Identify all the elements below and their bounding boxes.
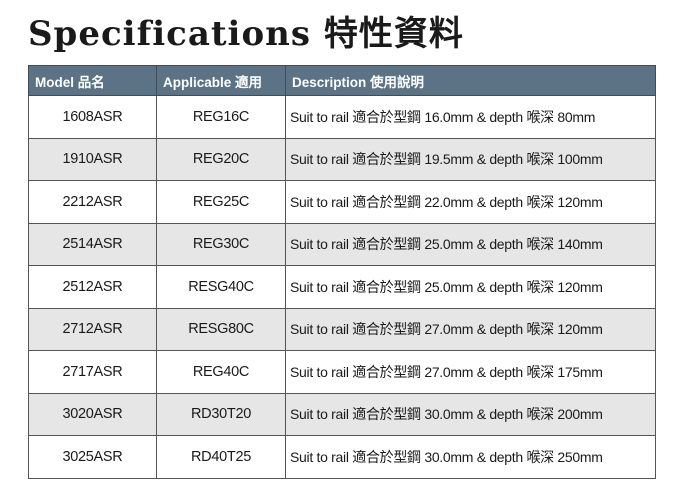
model-cell: 1910ASR bbox=[28, 137, 157, 181]
model-cell: 2212ASR bbox=[28, 180, 157, 224]
model-cell: 3020ASR bbox=[28, 392, 157, 436]
table-row: 2514ASR REG30C Suit to rail 適合於型鋼 25.0mm &… bbox=[28, 222, 656, 266]
description-cell: Suit to rail 適合於型鋼 19.5mm & depth 喉深 100… bbox=[285, 137, 656, 181]
model-cell: 2512ASR bbox=[28, 265, 157, 309]
table-row: 1910ASR REG20C Suit to rail 適合於型鋼 19.5mm &… bbox=[28, 137, 656, 181]
description-cell: Suit to rail 適合於型鋼 25.0mm & depth 喉深 120… bbox=[285, 265, 656, 309]
header-applicable: Applicable 適用 bbox=[156, 65, 286, 96]
model-cell: 2712ASR bbox=[28, 307, 157, 351]
table-row: 3020ASR RD30T20 Suit to rail 適合於型鋼 30.0mm … bbox=[28, 392, 656, 436]
description-cell: Suit to rail 適合於型鋼 25.0mm & depth 喉深 140… bbox=[285, 222, 656, 266]
specifications-table: Model 品名 Applicable 適用 Description 使用說明 … bbox=[28, 65, 656, 479]
applicable-cell: REG25C bbox=[156, 180, 286, 224]
table-row: 2712ASR RESG80C Suit to rail 適合於型鋼 27.0mm … bbox=[28, 307, 656, 351]
table-row: 3025ASR RD40T25 Suit to rail 適合於型鋼 30.0mm … bbox=[28, 435, 656, 479]
description-cell: Suit to rail 適合於型鋼 22.0mm & depth 喉深 120… bbox=[285, 180, 656, 224]
model-cell: 1608ASR bbox=[28, 95, 157, 139]
model-cell: 2514ASR bbox=[28, 222, 157, 266]
page-title: Specifications 特性資料 bbox=[28, 14, 464, 54]
header-model: Model 品名 bbox=[28, 65, 157, 96]
applicable-cell: REG16C bbox=[156, 95, 286, 139]
table-row: 1608ASR REG16C Suit to rail 適合於型鋼 16.0mm &… bbox=[28, 95, 656, 139]
applicable-cell: RD40T25 bbox=[156, 435, 286, 479]
description-cell: Suit to rail 適合於型鋼 27.0mm & depth 喉深 175… bbox=[285, 350, 656, 394]
description-cell: Suit to rail 適合於型鋼 16.0mm & depth 喉深 80m… bbox=[285, 95, 656, 139]
applicable-cell: REG40C bbox=[156, 350, 286, 394]
table-row: 2512ASR RESG40C Suit to rail 適合於型鋼 25.0mm … bbox=[28, 265, 656, 309]
description-cell: Suit to rail 適合於型鋼 30.0mm & depth 喉深 250… bbox=[285, 435, 656, 479]
model-cell: 2717ASR bbox=[28, 350, 157, 394]
applicable-cell: RD30T20 bbox=[156, 392, 286, 436]
description-cell: Suit to rail 適合於型鋼 27.0mm & depth 喉深 120… bbox=[285, 307, 656, 351]
applicable-cell: REG30C bbox=[156, 222, 286, 266]
model-cell: 3025ASR bbox=[28, 435, 157, 479]
applicable-cell: REG20C bbox=[156, 137, 286, 181]
header-description: Description 使用說明 bbox=[285, 65, 656, 96]
table-row: 2717ASR REG40C Suit to rail 適合於型鋼 27.0mm &… bbox=[28, 350, 656, 394]
table-row: 2212ASR REG25C Suit to rail 適合於型鋼 22.0mm &… bbox=[28, 180, 656, 224]
applicable-cell: RESG40C bbox=[156, 265, 286, 309]
description-cell: Suit to rail 適合於型鋼 30.0mm & depth 喉深 200… bbox=[285, 392, 656, 436]
applicable-cell: RESG80C bbox=[156, 307, 286, 351]
table-header-row: Model 品名 Applicable 適用 Description 使用說明 bbox=[28, 65, 656, 96]
